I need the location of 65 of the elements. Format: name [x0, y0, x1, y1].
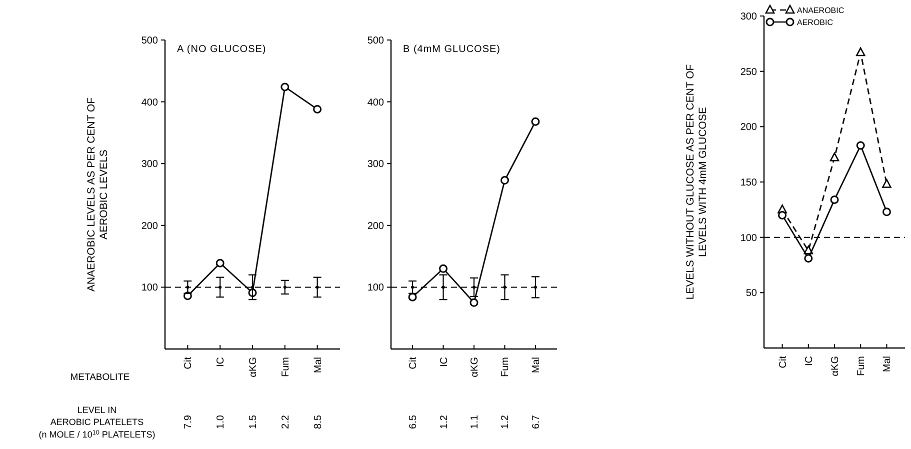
text: 1.5: [248, 414, 259, 429]
y-tick-label: 100: [141, 282, 158, 294]
x-tick-label: Fum: [500, 357, 512, 377]
y-tick-label: 500: [141, 36, 158, 46]
y-tick-label: 150: [740, 178, 758, 188]
y-axis-title: ANAEROBIC LEVELS AS PER CENT OF AEROBIC LEVELS: [85, 97, 110, 292]
text: 1.2: [438, 414, 450, 429]
y-tick-label: 50: [746, 288, 758, 300]
y-tick-label: 200: [740, 122, 758, 134]
y-tick-label: 200: [367, 220, 384, 232]
y-tick-label: 300: [740, 12, 758, 22]
x-tick-label: αKG: [830, 356, 841, 376]
text: 1.1: [470, 414, 480, 429]
text: 1.0: [216, 414, 227, 429]
x-tick-label: Fum: [856, 356, 868, 376]
legend-label: AEROBIC: [797, 18, 834, 27]
x-tick-label: Mal: [530, 357, 542, 374]
point: [856, 141, 865, 150]
y-tick-label: 300: [367, 159, 384, 170]
y-tick-label: 200: [141, 220, 158, 232]
y-axis-title: LEVELS WITHOUT GLUCOSE AS PER CENT OF LEVELS WITH 4mM GLUCOSE: [684, 64, 709, 300]
point: [830, 195, 839, 204]
x-tick-label: αKG: [470, 356, 480, 378]
y-tick-label: 300: [141, 159, 158, 170]
y-tick-label: 250: [740, 66, 758, 78]
x-tick-label: Cit: [183, 356, 194, 370]
text: 8.5: [312, 414, 324, 429]
chart-title: A (NO GLUCOSE): [177, 44, 266, 55]
text: 1.2: [500, 414, 512, 429]
point: [280, 82, 290, 92]
point: [830, 152, 840, 162]
point: [313, 104, 322, 114]
y-tick-label: 400: [141, 97, 158, 108]
x-tick-label: Mal: [882, 356, 894, 372]
chart-title: B (4mM GLUCOSE): [403, 44, 501, 55]
point: [804, 254, 813, 263]
x-tick-label: Cit: [408, 356, 420, 370]
point: [439, 264, 448, 273]
x-tick-label: Mal: [312, 357, 324, 374]
x-tick-label: IC: [804, 356, 815, 366]
text: 6.5: [408, 414, 420, 429]
point: [470, 298, 478, 307]
y-tick-label: 100: [740, 232, 758, 244]
x-tick-label: IC: [216, 357, 227, 367]
x-tick-label: Cit: [778, 356, 789, 368]
x-tick-label: Fum: [280, 357, 292, 377]
text: LEVEL IN AEROBIC PLATELETS (n MOLE / 10$^{10}$ PLATELETS): [38, 405, 156, 440]
text: 2.2: [280, 414, 292, 429]
point: [778, 210, 787, 220]
y-tick-label: 500: [367, 36, 384, 46]
point: [856, 47, 866, 56]
point: [216, 258, 224, 268]
point: [531, 117, 540, 126]
y-tick-label: 400: [367, 97, 384, 108]
text: 7.9: [183, 414, 194, 429]
text: 6.7: [530, 414, 542, 429]
point: [882, 208, 891, 216]
legend-label: ANAEROBIC: [797, 6, 844, 15]
x-axis-title: METABOLITE: [70, 372, 130, 383]
point: [500, 176, 509, 185]
x-tick-label: αKG: [248, 356, 259, 378]
x-tick-label: IC: [438, 357, 450, 367]
point: [408, 292, 417, 302]
point: [882, 179, 892, 188]
y-tick-label: 100: [367, 282, 384, 294]
